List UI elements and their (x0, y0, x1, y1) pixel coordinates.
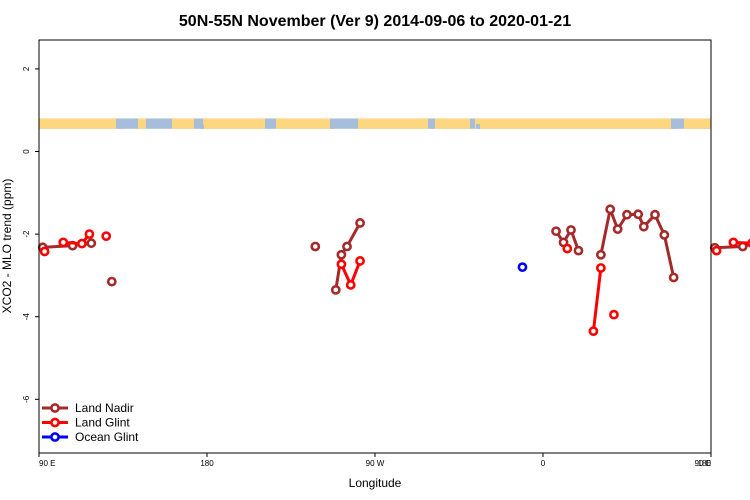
land-block (138, 118, 146, 129)
legend-swatch-point (50, 432, 60, 442)
series-land-glint (39, 229, 750, 337)
land-block (203, 118, 265, 129)
land-block (276, 118, 330, 129)
land-glint-point (711, 245, 722, 256)
land-nadir-point (336, 249, 347, 260)
land-glint-line (591, 267, 603, 332)
land-block (475, 118, 671, 129)
legend-swatch-point (50, 417, 60, 428)
ocean-glint-point (517, 262, 528, 273)
land-glint-point (595, 263, 606, 273)
land-glint-point (609, 309, 619, 320)
land-block (172, 118, 194, 129)
y-tick-label: -4 (22, 313, 31, 321)
x-tick-label: 180 (200, 459, 214, 468)
x-tick-label: 180 (698, 459, 712, 468)
land-block (39, 118, 116, 129)
land-nadir-line (554, 228, 580, 252)
x-tick-label: 90 E (39, 459, 55, 468)
land-block (358, 118, 428, 129)
land-glint-point (588, 326, 599, 337)
land-nadir-point (86, 238, 97, 249)
land-nadir-point (668, 272, 679, 283)
land-glint-point (101, 231, 112, 242)
x-tick-label: 90 E (695, 459, 711, 468)
land-glint-point (77, 238, 87, 249)
legend-label: Land Nadir (75, 401, 134, 415)
ocean-notch (476, 124, 480, 129)
series-ocean-glint (517, 262, 528, 273)
ocean-notch (330, 125, 334, 129)
land-nadir-point (106, 276, 117, 287)
land-glint-point (336, 259, 347, 270)
legend-item-land-nadir: Land Nadir (42, 401, 134, 415)
land-ocean-band (39, 118, 711, 129)
land-nadir-point (595, 249, 606, 260)
legend-item-ocean-glint: Ocean Glint (42, 430, 139, 444)
legend-label: Ocean Glint (75, 430, 139, 444)
land-block (435, 118, 470, 129)
x-axis-label: Longitude (349, 476, 402, 490)
y-axis-label: XCO2 - MLO trend (ppm) (0, 179, 14, 314)
land-nadir-point (551, 226, 561, 237)
ocean-notch (430, 122, 434, 129)
chart-title: 50N-55N November (Ver 9) 2014-09-06 to 2… (179, 13, 571, 30)
ocean-notch (118, 123, 122, 129)
land-nadir-point (622, 209, 632, 220)
land-nadir-point (633, 209, 644, 220)
land-glint-point (58, 237, 69, 248)
legend-label: Land Glint (75, 416, 130, 430)
land-nadir-point (566, 225, 576, 235)
land-glint-point (728, 237, 739, 248)
land-glint-point (345, 280, 356, 290)
legend-swatch-point (50, 403, 60, 413)
land-nadir-point (605, 204, 616, 215)
land-glint-point (39, 246, 50, 257)
land-nadir-point (638, 221, 649, 232)
ocean-notch (200, 124, 204, 129)
y-tick-label: -6 (22, 395, 31, 403)
land-nadir-point (612, 224, 623, 235)
land-nadir-point (659, 230, 670, 240)
land-nadir-point (342, 241, 352, 252)
land-nadir-point (310, 241, 321, 252)
land-nadir-point (330, 284, 341, 295)
land-glint-point (84, 229, 95, 240)
legend-item-land-glint: Land Glint (42, 416, 130, 430)
ocean-notch (672, 123, 676, 129)
land-nadir-line (334, 222, 362, 291)
x-tick-label: 0 (541, 459, 546, 468)
y-tick-label: 2 (22, 66, 31, 71)
y-tick-label: 0 (22, 149, 31, 154)
land-nadir-point (573, 245, 584, 256)
land-nadir-point (650, 209, 660, 220)
series-layer (37, 204, 750, 337)
land-glint-line (733, 240, 750, 245)
land-nadir-point (355, 218, 365, 228)
x-tick-label: 90 W (366, 459, 385, 468)
y-tick-label: -2 (22, 230, 31, 238)
land-block (684, 118, 711, 129)
y-axis: 2 0 -2 -4 -6 (22, 66, 39, 403)
land-glint-point (562, 243, 573, 254)
land-glint-point (355, 256, 365, 266)
